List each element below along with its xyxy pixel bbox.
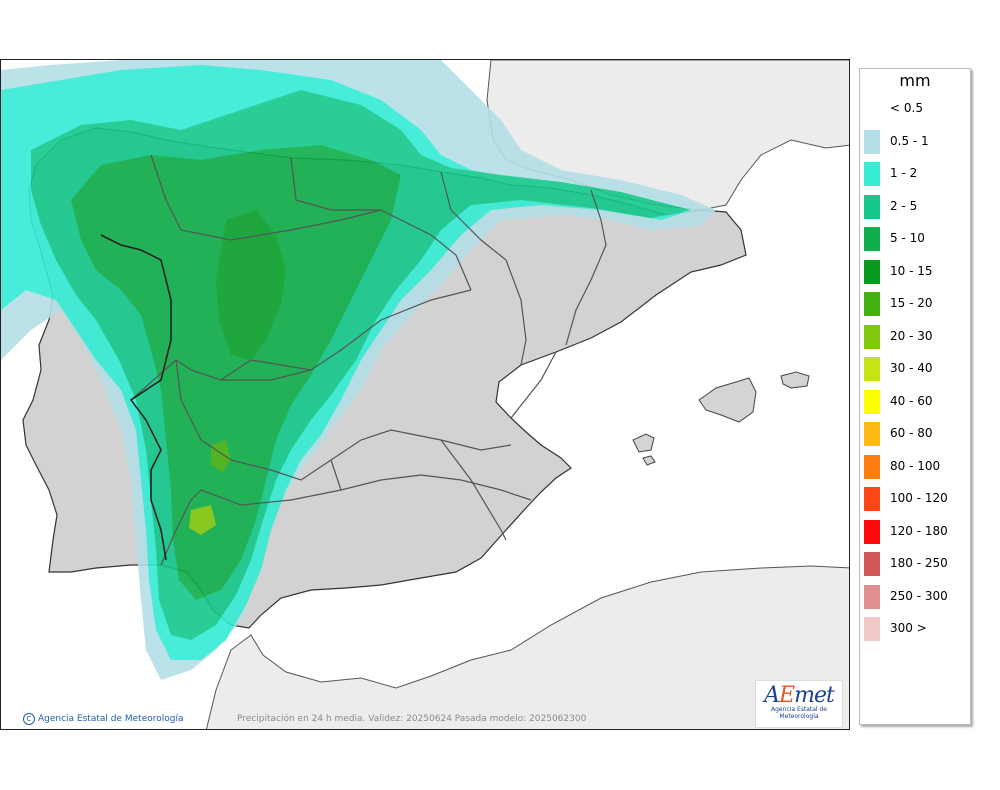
legend-label: 40 - 60 bbox=[890, 393, 933, 408]
precipitation-map: C Agencia Estatal de Meteorología Precip… bbox=[0, 59, 850, 730]
legend-label: 120 - 180 bbox=[890, 523, 948, 538]
legend-swatch bbox=[864, 357, 880, 381]
legend-label: 0.5 - 1 bbox=[890, 133, 929, 148]
mallorca bbox=[698, 377, 757, 423]
legend-swatch bbox=[864, 259, 880, 284]
legend-item: 15 - 20 bbox=[864, 292, 968, 316]
legend-item: 80 - 100 bbox=[864, 454, 968, 479]
legend-item: 120 - 180 bbox=[864, 519, 968, 544]
copyright-icon: C bbox=[23, 713, 35, 725]
precip-5-10 bbox=[71, 145, 401, 600]
legend-swatch bbox=[864, 519, 880, 544]
portugal-border bbox=[100, 234, 172, 561]
legend-item: < 0.5 bbox=[864, 97, 968, 121]
legend-swatch bbox=[864, 552, 880, 576]
legend-title: mm bbox=[899, 71, 931, 90]
legend-item: 60 - 80 bbox=[864, 422, 968, 446]
legend-item: 180 - 250 bbox=[864, 552, 968, 576]
precip-20-30 bbox=[189, 505, 216, 535]
legend-item: 30 - 40 bbox=[864, 357, 968, 381]
legend-swatch bbox=[864, 487, 880, 511]
legend-swatch bbox=[864, 422, 880, 446]
agency-credit[interactable]: C Agencia Estatal de Meteorología bbox=[23, 713, 184, 725]
legend-label: 80 - 100 bbox=[890, 458, 941, 473]
legend-item: 1 - 2 bbox=[864, 162, 968, 186]
legend-label: 15 - 20 bbox=[890, 296, 933, 310]
legend-label: < 0.5 bbox=[890, 101, 923, 115]
legend-item: 0.5 - 1 bbox=[864, 129, 968, 154]
legend-swatch bbox=[864, 389, 880, 414]
africa-land bbox=[205, 565, 849, 729]
legend-swatch bbox=[864, 292, 880, 316]
legend-item: 250 - 300 bbox=[864, 584, 968, 609]
aemet-logo-word: AEmet bbox=[764, 683, 835, 708]
legend-swatch bbox=[864, 454, 880, 479]
legend-swatch bbox=[864, 162, 880, 186]
legend-swatch bbox=[864, 129, 880, 154]
aemet-logo-subtitle: Agencia Estatal de Meteorología bbox=[770, 706, 827, 720]
legend-label: 30 - 40 bbox=[890, 361, 933, 375]
legend-item: 10 - 15 bbox=[864, 259, 968, 284]
legend-label: 5 - 10 bbox=[890, 231, 925, 245]
legend-item: 5 - 10 bbox=[864, 227, 968, 251]
agency-credit-text: Agencia Estatal de Meteorología bbox=[38, 714, 184, 724]
legend-label: 20 - 30 bbox=[890, 328, 933, 343]
aemet-logo: AEmet Agencia Estatal de Meteorología bbox=[755, 680, 843, 728]
legend-label: 100 - 120 bbox=[890, 491, 948, 505]
legend-item: 100 - 120 bbox=[864, 487, 968, 511]
legend-label: 250 - 300 bbox=[890, 588, 948, 603]
formentera bbox=[642, 455, 656, 466]
legend-item: 40 - 60 bbox=[864, 389, 968, 414]
precip-10-15 bbox=[216, 210, 286, 360]
legend-label: 60 - 80 bbox=[890, 426, 933, 440]
legend-item: 2 - 5 bbox=[864, 194, 968, 219]
legend-label: 180 - 250 bbox=[890, 556, 948, 570]
map-canvas bbox=[1, 60, 849, 729]
legend-label: 10 - 15 bbox=[890, 263, 933, 278]
precip-15-20 bbox=[211, 440, 231, 472]
legend: mm < 0.5 0.5 - 1 1 - 2 2 - 5 5 - 10 10 - 15 15… bbox=[859, 68, 971, 725]
legend-swatch bbox=[864, 617, 880, 641]
menorca bbox=[780, 371, 810, 389]
legend-item: 20 - 30 bbox=[864, 324, 968, 349]
region-borders bbox=[130, 154, 607, 566]
legend-label: 2 - 5 bbox=[890, 198, 918, 213]
legend-swatch bbox=[864, 194, 880, 219]
legend-label: 1 - 2 bbox=[890, 166, 918, 180]
legend-swatch bbox=[864, 97, 880, 121]
legend-swatch bbox=[864, 227, 880, 251]
legend-swatch bbox=[864, 584, 880, 609]
legend-item: 300 > bbox=[864, 617, 968, 641]
legend-label: 300 > bbox=[890, 621, 927, 635]
map-caption: Precipitación en 24 h media. Validez: 20… bbox=[237, 714, 587, 724]
legend-swatch bbox=[864, 324, 880, 349]
ibiza bbox=[632, 433, 655, 453]
